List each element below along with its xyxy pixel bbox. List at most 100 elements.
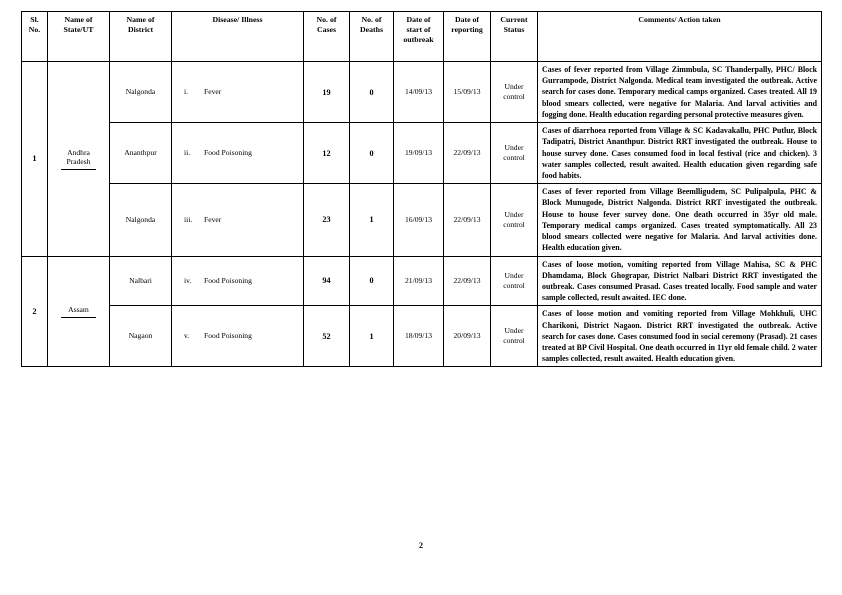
cell-status: Under control [490,183,538,257]
disease-label: Food Poisoning [204,275,252,285]
disease-index: i. [184,86,189,96]
cell-report-date: 20/09/13 [443,305,491,368]
header-line: No. of [316,15,337,24]
cell-comments: Cases of loose motion, vomiting reported… [537,255,822,307]
page-number: 2 [419,541,423,550]
cell-disease: i. Fever [171,60,304,124]
disease-row: iv. Food Poisoning [172,276,300,286]
disease-row: v. Food Poisoning [172,331,300,341]
cell-district: Nalbari [109,255,172,307]
disease-row: iii. Fever [172,215,300,225]
column-header-report-date: Date of reporting [443,11,491,62]
cell-cases: 23 [303,183,350,257]
state-name-wrap: Assam [51,305,106,318]
header-line: reporting [451,25,483,35]
disease-index: v. [184,331,190,341]
cell-status: Under control [490,122,538,185]
disease-row: ii. Food Poisoning [172,148,300,158]
cell-deaths: 1 [349,183,394,257]
column-header-status: Current Status [490,11,538,62]
cell-comments: Cases of diarrhoea reported from Village… [537,122,822,185]
cell-sl-no: 1 [21,61,48,257]
cell-district: Nagaon [109,305,172,368]
column-header-state: Name of State/UT [47,11,110,62]
header-line: Deaths [360,25,383,35]
header-line: Comments/ Action taken [638,15,721,24]
table-row: Nagaon v. Food Poisoning 52 1 18/09/13 20/09/1… [22,305,822,368]
cell-status: Under control [490,305,538,368]
cell-start-date: 16/09/13 [393,183,444,257]
table-row: Ananthpur ii. Food Poisoning 12 0 19/09/13 22/… [22,122,822,185]
cell-cases: 19 [303,60,350,124]
cell-cases: 94 [303,255,350,307]
disease-row: i. Fever [172,87,300,97]
cell-disease: iv. Food Poisoning [171,255,304,307]
cell-comments: Cases of fever reported from Village Bee… [537,183,822,257]
cell-sl-no: 2 [21,255,48,368]
table-row: 1 Andhra Pradesh Nalgonda i. Fever 19 0 14/09/13… [21,60,822,257]
cell-start-date: 18/09/13 [393,305,444,368]
cell-district: Nalgonda [109,183,172,257]
cell-disease: ii. Food Poisoning [171,122,304,185]
table-body: 1 Andhra Pradesh Nalgonda i. Fever 19 0 14/09/13… [21,60,822,368]
column-header-deaths: No. of Deaths [349,11,394,62]
cell-start-date: 14/09/13 [393,60,444,124]
header-line: State/UT [63,25,94,35]
header-line: outbreak [403,35,434,45]
cell-report-date: 22/09/13 [443,255,491,307]
column-header-district: Name of District [109,11,172,62]
disease-index: ii. [184,148,191,158]
cell-deaths: 0 [349,255,394,307]
cell-status: Under control [490,255,538,307]
table-header-row: Sl. No. Name of State/UT Name of Distric… [21,11,822,62]
header-line: Name of [64,15,93,24]
cell-report-date: 22/09/13 [443,122,491,185]
table-row: 2 Assam Nalbari iv. Food Poisoning 94 0 21/09/1… [21,255,822,368]
cell-deaths: 0 [349,122,394,185]
header-line: Date of [406,15,431,24]
header-line: Disease/ Illness [212,15,263,24]
state-name-line: Pradesh [66,157,91,167]
column-header-start-date: Date of start of outbreak [393,11,444,62]
table-row: Nalgonda iii. Fever 23 1 16/09/13 22/09/13 Unde… [22,183,822,257]
header-line: Sl. [30,15,39,24]
state-name-underline [61,316,96,318]
header-line: Name of [126,15,155,24]
state-name-line: Andhra [67,147,90,157]
disease-label: Fever [204,214,222,224]
state-name-wrap: Andhra Pradesh [51,148,106,170]
cell-state-name: Assam [47,255,110,368]
cell-state-name: Andhra Pradesh [47,61,110,257]
cell-comments: Cases of loose motion and vomiting repor… [537,305,822,368]
table-header: Sl. No. Name of State/UT Name of Distric… [21,11,822,62]
cell-deaths: 0 [349,60,394,124]
header-line: No. [28,25,41,35]
cell-disease: v. Food Poisoning [171,305,304,368]
header-line: Status [503,25,525,35]
header-line: Cases [316,25,337,35]
column-header-cases: No. of Cases [303,11,350,62]
cell-district: Nalgonda [109,60,172,124]
column-header-disease: Disease/ Illness [171,11,304,62]
disease-label: Food Poisoning [204,331,252,341]
disease-label: Food Poisoning [204,148,252,158]
column-header-sl-no: Sl. No. [21,11,48,62]
cell-report-date: 15/09/13 [443,60,491,124]
cell-report-date: 22/09/13 [443,183,491,257]
cell-district: Ananthpur [109,122,172,185]
cell-deaths: 1 [349,305,394,368]
cell-status: Under control [490,60,538,124]
column-header-comments: Comments/ Action taken [537,11,822,62]
disease-label: Fever [204,86,222,96]
header-line: District [127,25,154,35]
cell-comments: Cases of fever reported from Village Zim… [537,60,822,124]
state-name-underline [61,168,96,170]
cell-disease: iii. Fever [171,183,304,257]
cell-start-date: 19/09/13 [393,122,444,185]
disease-index: iii. [184,214,193,224]
disease-index: iv. [184,275,192,285]
cell-cases: 52 [303,305,350,368]
cell-start-date: 21/09/13 [393,255,444,307]
cell-cases: 12 [303,122,350,185]
